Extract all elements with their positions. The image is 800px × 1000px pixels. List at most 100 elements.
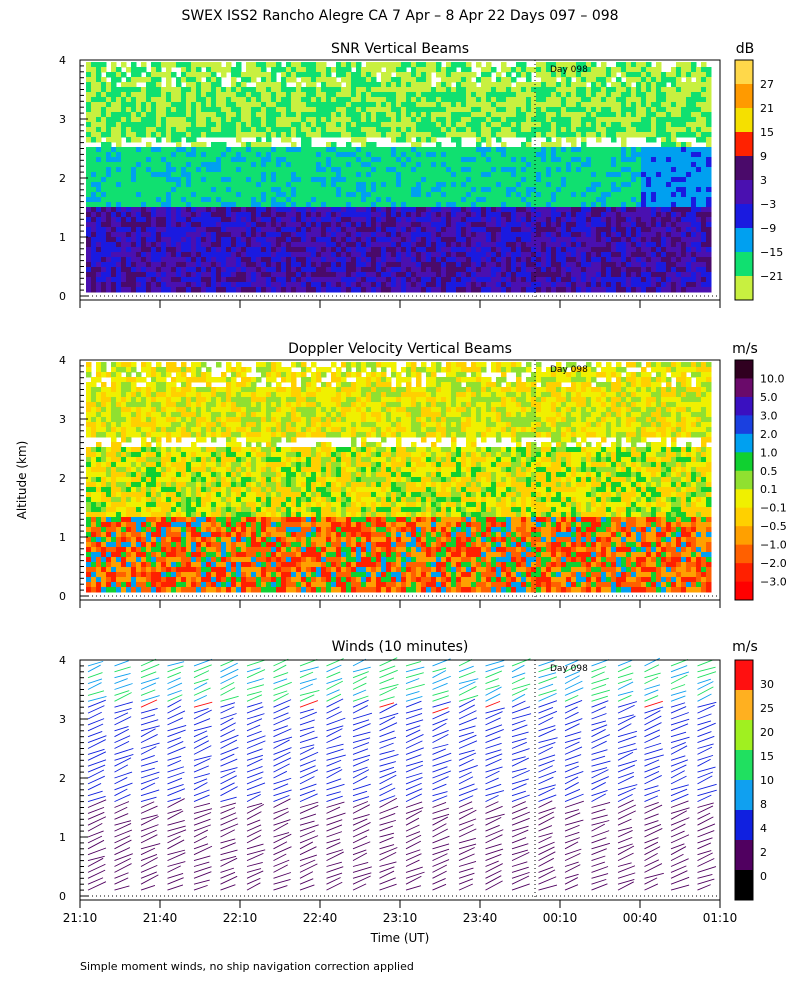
snr-cell	[421, 212, 427, 218]
snr-cell	[541, 202, 547, 208]
snr-cell	[391, 202, 397, 208]
snr-cell	[456, 257, 462, 263]
snr-cell	[451, 127, 457, 133]
snr-cell	[231, 97, 237, 103]
snr-cell	[391, 87, 397, 93]
snr-cell	[651, 112, 657, 118]
snr-cell	[616, 227, 622, 233]
snr-cell	[621, 222, 627, 228]
snr-cell	[86, 232, 92, 238]
snr-cell	[316, 192, 322, 198]
snr-cell	[536, 92, 542, 98]
snr-cell	[576, 77, 582, 83]
snr-cell	[161, 62, 167, 68]
snr-cell	[471, 72, 477, 78]
snr-cell	[281, 227, 287, 233]
snr-cell	[101, 172, 107, 178]
snr-cell	[506, 112, 512, 118]
snr-cell	[156, 237, 162, 243]
snr-cell	[601, 272, 607, 278]
snr-cell	[636, 227, 642, 233]
snr-cell	[381, 192, 387, 198]
snr-cell	[386, 232, 392, 238]
snr-cell	[516, 172, 522, 178]
snr-cell	[236, 112, 242, 118]
snr-cell	[356, 212, 362, 218]
snr-cell	[276, 167, 282, 173]
snr-cell	[531, 272, 537, 278]
snr-cell	[481, 77, 487, 83]
snr-cell	[141, 202, 147, 208]
snr-cell	[366, 247, 372, 253]
snr-cell	[191, 257, 197, 263]
snr-cell	[156, 77, 162, 83]
snr-cell	[481, 117, 487, 123]
snr-cell	[531, 162, 537, 168]
snr-cell	[621, 122, 627, 128]
snr-cell	[271, 147, 277, 153]
snr-cell	[286, 187, 292, 193]
snr-cell	[411, 77, 417, 83]
snr-cell	[416, 132, 422, 138]
snr-cell	[416, 72, 422, 78]
snr-cell	[401, 122, 407, 128]
snr-cell	[231, 122, 237, 128]
snr-cell	[621, 167, 627, 173]
snr-cell	[491, 117, 497, 123]
snr-cell	[216, 107, 222, 113]
snr-cell	[631, 187, 637, 193]
snr-cell	[641, 97, 647, 103]
snr-cell	[341, 267, 347, 273]
snr-cell	[641, 202, 647, 208]
snr-cell	[126, 152, 132, 158]
snr-cell	[631, 222, 637, 228]
snr-cell	[296, 72, 302, 78]
snr-cell	[156, 172, 162, 178]
snr-cell	[411, 117, 417, 123]
snr-cell	[116, 122, 122, 128]
snr-cell	[586, 102, 592, 108]
snr-cell	[641, 112, 647, 118]
snr-cell	[451, 287, 457, 293]
snr-cell	[621, 162, 627, 168]
snr-cell	[636, 287, 642, 293]
snr-cell	[476, 212, 482, 218]
snr-cell	[421, 207, 427, 213]
snr-cell	[426, 182, 432, 188]
snr-cell	[131, 257, 137, 263]
snr-cell	[376, 147, 382, 153]
snr-cell	[151, 192, 157, 198]
snr-cell	[556, 287, 562, 293]
snr-cell	[326, 242, 332, 248]
snr-cell	[306, 127, 312, 133]
snr-cell	[436, 212, 442, 218]
snr-cell	[216, 287, 222, 293]
snr-cell	[176, 157, 182, 163]
snr-cell	[346, 237, 352, 243]
snr-cell	[171, 72, 177, 78]
snr-cell	[316, 97, 322, 103]
snr-cell	[316, 232, 322, 238]
snr-cell	[606, 187, 612, 193]
snr-cell	[356, 107, 362, 113]
snr-cell	[211, 282, 217, 288]
snr-cell	[381, 127, 387, 133]
snr-cell	[201, 232, 207, 238]
snr-cell	[626, 257, 632, 263]
snr-cell	[111, 247, 117, 253]
snr-cell	[451, 167, 457, 173]
snr-cell	[286, 257, 292, 263]
snr-cell	[191, 227, 197, 233]
snr-cell	[106, 167, 112, 173]
snr-cell	[446, 277, 452, 283]
snr-cell	[631, 162, 637, 168]
snr-cell	[641, 72, 647, 78]
snr-cell	[571, 182, 577, 188]
snr-cell	[86, 77, 92, 83]
snr-cell	[591, 242, 597, 248]
snr-cell	[241, 147, 247, 153]
snr-cell	[181, 202, 187, 208]
snr-cell	[501, 162, 507, 168]
snr-cell	[271, 182, 277, 188]
snr-cell	[321, 197, 327, 203]
